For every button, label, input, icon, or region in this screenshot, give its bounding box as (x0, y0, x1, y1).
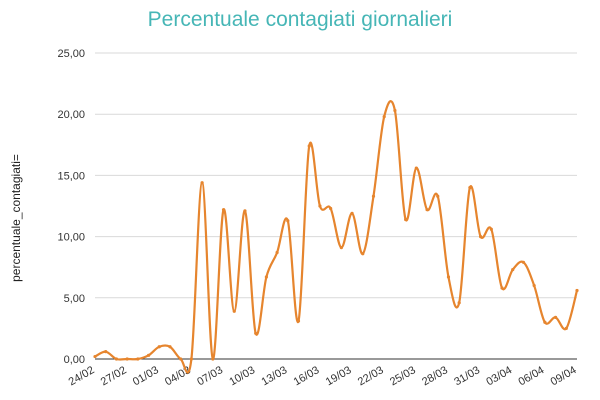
y-tick-label: 25,00 (57, 48, 85, 60)
chart-title: Percentuale contagiati giornalieri (147, 8, 453, 31)
data-point (275, 250, 279, 255)
x-tick-label: 07/03 (195, 364, 225, 388)
grid-lines (95, 52, 577, 360)
x-tick-label: 24/02 (67, 364, 97, 388)
data-point (521, 260, 526, 264)
data-point (457, 301, 461, 305)
data-point (350, 211, 354, 215)
series-group (93, 100, 579, 374)
data-point (93, 354, 97, 359)
data-point (329, 206, 333, 211)
x-tick-label: 27/02 (99, 364, 129, 388)
data-point (511, 268, 515, 272)
data-point (500, 286, 504, 290)
data-point (489, 227, 493, 231)
data-point (361, 252, 365, 256)
data-point (232, 309, 236, 313)
data-point (436, 194, 440, 198)
y-tick-label: 0,00 (64, 354, 85, 366)
data-point (553, 315, 558, 319)
y-tick-labels: 0,00 5,00 10,00 15,00 20,00 25,00 (57, 48, 85, 366)
data-point (146, 353, 151, 357)
data-point (243, 209, 247, 213)
x-tick-label: 10/03 (227, 364, 257, 388)
data-point (136, 357, 140, 361)
data-point (532, 283, 536, 288)
y-tick-label: 20,00 (57, 109, 85, 121)
data-point (157, 345, 161, 349)
data-point (179, 357, 183, 361)
data-point (286, 219, 290, 223)
data-point (114, 357, 119, 361)
data-point (211, 357, 215, 361)
data-point (371, 194, 376, 198)
x-tick-labels: 24/02 27/02 01/03 04/03 07/03 10/03 13/03 16/03… (67, 364, 579, 388)
x-tick-label: 03/04 (484, 364, 514, 388)
y-tick-label: 5,00 (64, 293, 85, 305)
data-point (200, 181, 204, 185)
x-tick-label: 19/03 (324, 364, 354, 388)
x-tick-label: 06/04 (517, 364, 547, 388)
y-tick-label: 10,00 (57, 232, 85, 244)
data-point (168, 345, 172, 349)
data-point (296, 319, 301, 323)
x-tick-label: 22/03 (356, 364, 386, 388)
data-point (221, 208, 226, 212)
data-point (446, 275, 451, 279)
data-point (264, 275, 268, 279)
x-tick-label: 31/03 (452, 364, 482, 388)
data-point (564, 326, 568, 330)
data-point (404, 217, 408, 222)
data-point (339, 246, 343, 250)
data-point (125, 357, 129, 361)
data-point (575, 288, 579, 293)
x-tick-label: 16/03 (292, 364, 322, 388)
x-tick-label: 28/03 (420, 364, 450, 388)
data-point (468, 186, 472, 190)
data-point (393, 108, 397, 113)
y-tick-label: 15,00 (57, 170, 85, 182)
data-point (425, 208, 429, 212)
data-point (307, 144, 311, 148)
data-point (104, 350, 108, 354)
x-tick-label: 09/04 (549, 364, 579, 388)
x-tick-label: 13/03 (259, 364, 289, 388)
x-tick-label: 25/03 (388, 364, 418, 388)
x-tick-label: 04/03 (163, 364, 193, 388)
data-point (414, 166, 418, 170)
data-point (543, 320, 547, 324)
x-tick-label: 01/03 (131, 364, 161, 388)
data-point (189, 357, 193, 361)
data-point (254, 331, 258, 335)
data-point (479, 235, 483, 239)
data-point (382, 115, 386, 119)
data-point (318, 204, 322, 208)
